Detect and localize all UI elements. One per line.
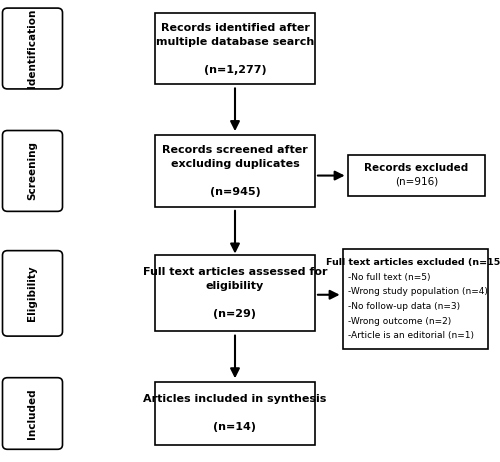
Text: -No follow-up data (n=3): -No follow-up data (n=3): [348, 302, 460, 311]
FancyBboxPatch shape: [342, 249, 488, 349]
FancyBboxPatch shape: [155, 255, 315, 332]
FancyBboxPatch shape: [348, 155, 485, 196]
FancyBboxPatch shape: [2, 250, 62, 336]
Text: Screening: Screening: [28, 141, 38, 201]
Text: Records excluded: Records excluded: [364, 163, 469, 173]
FancyBboxPatch shape: [2, 8, 62, 89]
Text: -Wrong outcome (n=2): -Wrong outcome (n=2): [348, 316, 451, 326]
Text: Identification: Identification: [28, 9, 38, 88]
FancyBboxPatch shape: [155, 135, 315, 207]
Text: Articles included in synthesis

(n=14): Articles included in synthesis (n=14): [144, 395, 326, 432]
Text: -Wrong study population (n=4): -Wrong study population (n=4): [348, 287, 488, 296]
FancyBboxPatch shape: [2, 378, 62, 449]
FancyBboxPatch shape: [155, 12, 315, 84]
Text: -Article is an editorial (n=1): -Article is an editorial (n=1): [348, 331, 474, 340]
Text: Records screened after
excluding duplicates

(n=945): Records screened after excluding duplica…: [162, 145, 308, 197]
FancyBboxPatch shape: [155, 383, 315, 444]
Text: Records identified after
multiple database search

(n=1,277): Records identified after multiple databa…: [156, 23, 314, 74]
Text: Full text articles excluded (n=15): Full text articles excluded (n=15): [326, 258, 500, 267]
Text: -No full text (n=5): -No full text (n=5): [348, 273, 430, 281]
Text: Full text articles assessed for
eligibility

(n=29): Full text articles assessed for eligibil…: [143, 267, 327, 319]
FancyBboxPatch shape: [2, 130, 62, 212]
Text: Included: Included: [28, 388, 38, 439]
Text: (n=916): (n=916): [394, 177, 438, 187]
Text: Eligibility: Eligibility: [28, 266, 38, 321]
